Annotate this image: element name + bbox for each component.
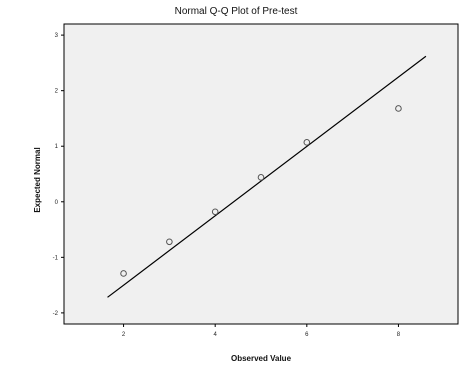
y-axis-ticks: -2 -1 0 1 2 3 — [53, 33, 64, 317]
plot-marks — [107, 55, 427, 298]
x-axis-ticks: 2 4 6 8 — [122, 324, 401, 338]
data-point — [120, 270, 127, 277]
x-tick-label: 4 — [214, 332, 218, 338]
x-tick-label: 8 — [397, 332, 401, 338]
x-tick-label: 6 — [305, 332, 309, 338]
y-tick-label: 0 — [55, 200, 59, 206]
data-point — [303, 139, 311, 146]
data-point — [257, 174, 265, 181]
reference-line — [107, 55, 427, 298]
x-tick-label: 2 — [122, 332, 126, 338]
plot-area — [63, 23, 459, 325]
data-point — [166, 238, 173, 246]
chart-title: Normal Q-Q Plot of Pre-test — [175, 6, 298, 17]
y-tick-label: 3 — [55, 33, 59, 39]
data-point — [395, 105, 402, 112]
y-tick-label: 2 — [55, 89, 59, 95]
data-point — [211, 208, 219, 216]
y-tick-label: -2 — [53, 311, 59, 317]
x-axis-title: Observed Value — [231, 354, 292, 363]
y-axis-title: Expected Normal — [33, 147, 42, 212]
y-tick-label: -1 — [53, 255, 59, 261]
y-tick-label: 1 — [55, 144, 59, 150]
